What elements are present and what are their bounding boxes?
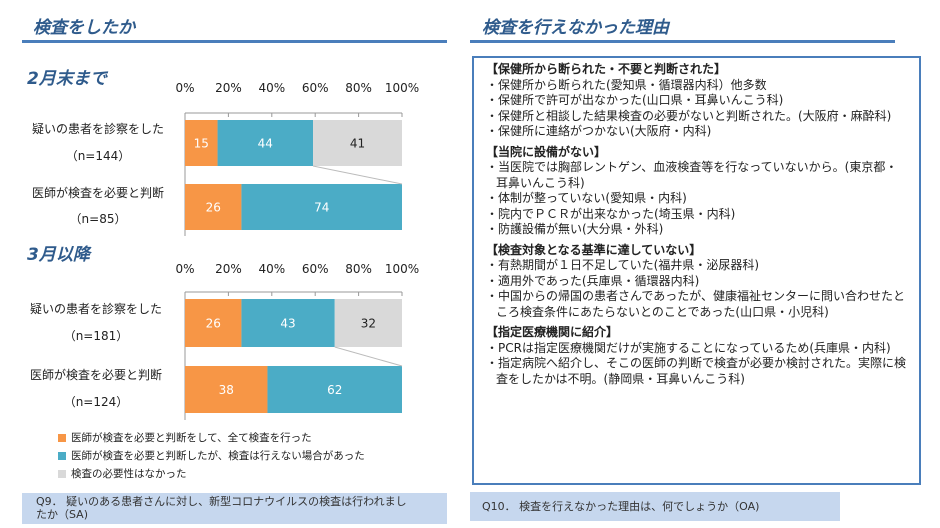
data-label: 26 (206, 201, 221, 215)
reason-item: ・適用外であった(兵庫県・循環器内科) (486, 273, 700, 288)
tick-label: 0% (175, 262, 194, 276)
data-label: 74 (314, 201, 329, 215)
tick-label: 40% (258, 262, 285, 276)
reasons-box: 【保健所から断られた・不要と判断された】 ・保健所から断られた(愛知県・循環器内… (472, 56, 921, 485)
legend-label: 検査の必要性はなかった (71, 468, 187, 480)
tick-label: 60% (302, 81, 329, 95)
bar-segment (185, 184, 242, 230)
chart1-title: 2月末まで (27, 69, 107, 89)
right-section-title: 検査を行えなかった理由 (482, 18, 669, 38)
q9-caption: Q9． 疑いのある患者さんに対し、新型コロナウイルスの検査は行われましたか（SA… (22, 493, 447, 524)
data-label: 43 (280, 317, 295, 331)
reason-item: ・指定病院へ紹介し、そこの医師の判断で検査が必要か検討された。実際に検査をしたか… (486, 356, 907, 386)
reason-item: ・防護設備が無い(大分県・外科) (486, 222, 664, 236)
tick-label: 100% (385, 81, 419, 95)
reason-item: ・院内でＰＣＲが出来なかった(埼玉県・内科) (486, 206, 736, 221)
right-title-rule (470, 40, 895, 43)
reason-item: ・保健所で許可が出なかった(山口県・耳鼻いんこう科) (486, 93, 784, 107)
data-label: 26 (206, 317, 221, 331)
tick-label: 80% (345, 81, 372, 95)
charts-canvas: 0% 20% 40% 60% 80% 100% 15 44 41 26 74 0% 20% 40% 60% 8… (175, 81, 419, 420)
bar-segment (185, 299, 242, 347)
chart2-row2-label: 医師が検査を必要と判断 (29, 368, 162, 382)
reason-item: ・保健所から断られた(愛知県・循環器内科）他多数 (486, 77, 767, 92)
bar-segment (217, 120, 314, 166)
legend-swatch (58, 469, 66, 478)
reason-group: 【指定医療機関に紹介】 ・PCRは指定医療機関だけが実施することになっているため… (486, 325, 907, 387)
series-connector (334, 346, 403, 367)
left-title-rule (22, 40, 447, 43)
left-section-title: 検査をしたか (33, 18, 135, 38)
legend-item-2: 医師が検査を必要と判断したが、検査は行えない場合があった (58, 448, 365, 463)
reason-item: ・有熱期間が１日不足していた(福井県・泌尿器科) (486, 258, 760, 272)
series-connector (312, 165, 403, 185)
reason-item: ・当医院では胸部レントゲン、血液検査等を行なっていないから。(東京都・耳鼻いんこ… (486, 160, 898, 190)
data-label: 38 (219, 383, 234, 397)
data-label: 15 (194, 137, 209, 151)
tick-label: 0% (175, 81, 194, 95)
legend-swatch (58, 451, 66, 460)
bar-segment (241, 299, 335, 347)
data-label: 62 (327, 383, 342, 397)
bar-segment (185, 366, 268, 413)
reason-group: 【検査対象となる基準に達していない】 ・有熱期間が１日不足していた(福井県・泌尿… (486, 243, 907, 321)
data-label: 32 (361, 317, 376, 331)
data-label: 41 (350, 137, 365, 151)
tick-label: 60% (302, 262, 329, 276)
reason-item: ・PCRは指定医療機関だけが実施することになっているため(兵庫県・内科) (486, 340, 891, 355)
chart2-row1-label: 疑いの患者を診察をした (29, 302, 162, 316)
legend-label: 医師が検査を必要と判断をして、全て検査を行った (71, 432, 312, 444)
reason-item: ・体制が整っていない(愛知県・内科) (486, 191, 687, 205)
reason-item: ・保健所と相談した結果検査の必要がないと判断された。(大阪府・麻酔科) (486, 108, 892, 123)
bar-segment (313, 120, 402, 166)
bar-segment (241, 184, 402, 230)
legend-label: 医師が検査を必要と判断したが、検査は行えない場合があった (71, 450, 365, 462)
reason-item: ・保健所に連絡がつかない(大阪府・内科) (486, 124, 712, 138)
bar-segment (267, 366, 402, 413)
q10-caption: Q10． 検査を行えなかった理由は、何でしょうか（OA) (470, 492, 840, 521)
chart1-row1-n: （n=144） (65, 149, 131, 163)
reason-group: 【当院に設備がない】 ・当医院では胸部レントゲン、血液検査等を行なっていないから… (486, 145, 907, 238)
tick-label: 80% (345, 262, 372, 276)
legend-item-3: 検査の必要性はなかった (58, 466, 187, 481)
chart2-row1-n: （n=181） (63, 329, 129, 343)
reason-heading: 【当院に設備がない】 (486, 144, 607, 159)
chart1-row1-label: 疑いの患者を診察をした (31, 122, 164, 136)
reason-heading: 【指定医療機関に紹介】 (486, 325, 619, 339)
bar-segment (334, 299, 402, 347)
legend-item-1: 医師が検査を必要と判断をして、全て検査を行った (58, 430, 312, 445)
bar-segment (185, 120, 218, 166)
reason-item: ・中国からの帰国の患者さんであったが、健康福祉センターに問い合わせたところ検査条… (486, 289, 906, 319)
reason-heading: 【検査対象となる基準に達していない】 (486, 242, 702, 257)
tick-label: 20% (215, 262, 242, 276)
chart1-row2-label: 医師が検査を必要と判断 (31, 186, 164, 200)
tick-label: 40% (258, 81, 285, 95)
reason-group: 【保健所から断られた・不要と判断された】 ・保健所から断られた(愛知県・循環器内… (486, 62, 907, 140)
tick-label: 100% (385, 262, 419, 276)
tick-label: 20% (215, 81, 242, 95)
chart2-title: 3月以降 (27, 245, 90, 265)
data-label: 44 (258, 137, 273, 151)
reason-heading: 【保健所から断られた・不要と判断された】 (486, 62, 727, 76)
legend-swatch (58, 433, 66, 442)
chart2-row2-n: （n=124） (63, 395, 129, 409)
chart1-row2-n: （n=85） (69, 212, 127, 226)
